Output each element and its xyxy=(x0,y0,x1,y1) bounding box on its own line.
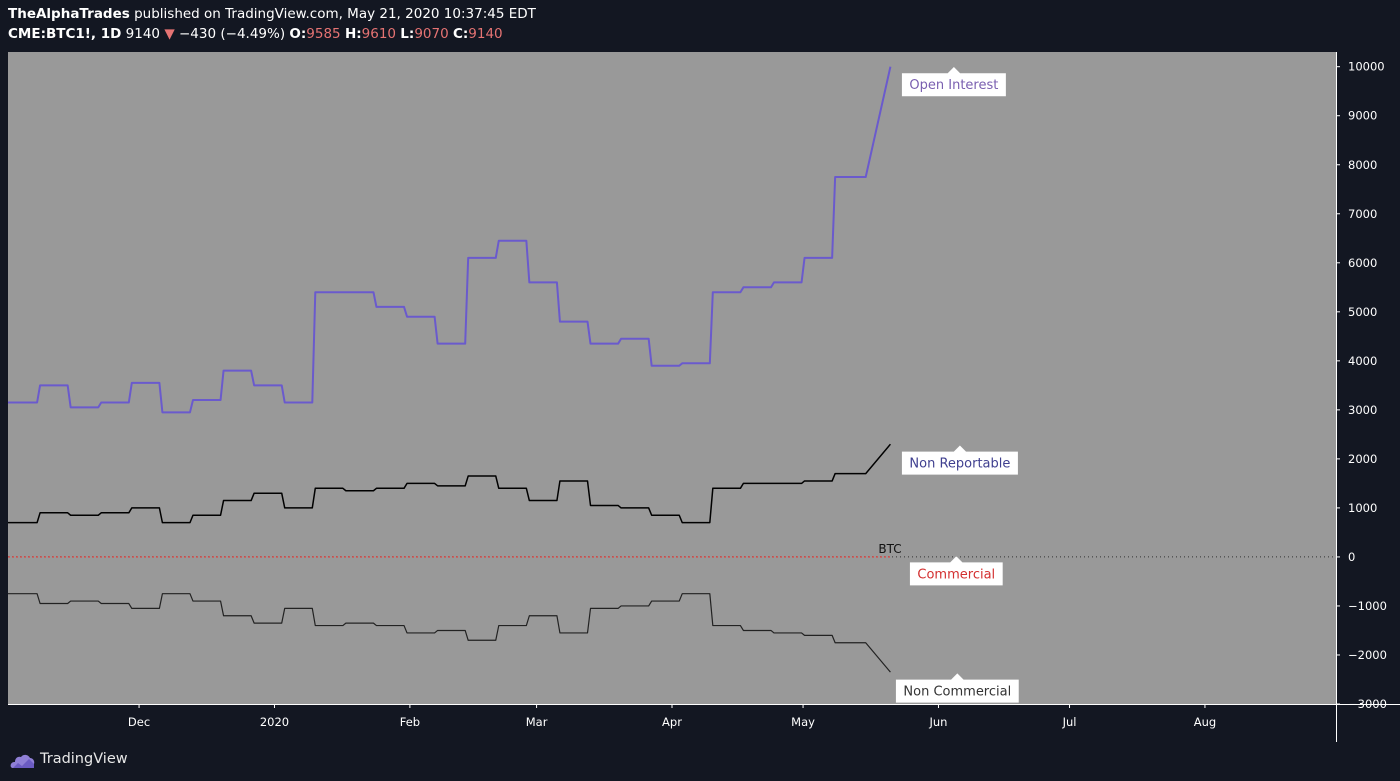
low-label: L: xyxy=(400,26,415,42)
plot-area[interactable] xyxy=(8,52,1336,704)
series-line-non-commercial xyxy=(8,593,891,673)
series-labels: Open Interest Non Reportable Commercial Non… xyxy=(895,66,1019,703)
open-label: O: xyxy=(289,26,307,42)
publish-info: TheAlphaTrades published on TradingView.… xyxy=(8,6,536,22)
chart-header: TheAlphaTrades published on TradingView.… xyxy=(0,0,1400,48)
label-non-reportable: Non Reportable xyxy=(901,445,1018,475)
y-tick-label: 1000 xyxy=(1348,501,1377,515)
y-tick-label: 6000 xyxy=(1348,256,1377,270)
close-label: C: xyxy=(452,26,469,42)
symbol-label[interactable]: CME:BTC1!, 1D xyxy=(8,26,122,42)
y-tick-label: 0 xyxy=(1348,550,1355,564)
cot-chart[interactable]: 1000090008000700060005000400030002000100… xyxy=(0,0,1400,742)
last-price: 9140 xyxy=(125,26,161,42)
y-tick-label: 3000 xyxy=(1348,403,1377,417)
y-tick-label: 9000 xyxy=(1348,109,1377,123)
y-tick-label: 7000 xyxy=(1348,207,1377,221)
label-text-non-reportable: Non Reportable xyxy=(909,457,1010,472)
series-layer xyxy=(8,66,892,673)
label-non-commercial: Non Commercial xyxy=(895,673,1019,703)
y-tick-label: 4000 xyxy=(1348,354,1377,368)
x-tick-label: Feb xyxy=(400,715,420,729)
x-tick-label: Jul xyxy=(1062,715,1077,729)
label-open-interest: Open Interest xyxy=(901,66,1006,97)
x-tick-label: May xyxy=(791,715,815,729)
published-text: published on TradingView.com, May 21, 20… xyxy=(129,6,536,22)
open-value: 9585 xyxy=(306,26,341,42)
y-tick-label: −3000 xyxy=(1348,697,1387,711)
x-tick-label: Aug xyxy=(1194,715,1216,729)
x-tick-label: Mar xyxy=(526,715,548,729)
label-box-non-commercial xyxy=(895,673,1019,703)
x-axis[interactable]: Dec 2020 Feb Mar Apr May Jun Jul Aug xyxy=(128,704,1216,729)
y-axis[interactable]: 1000090008000700060005000400030002000100… xyxy=(1336,60,1387,711)
publisher-name[interactable]: TheAlphaTrades xyxy=(8,6,130,22)
footer: TradingView xyxy=(0,742,1400,781)
close-value: 9140 xyxy=(468,26,503,42)
series-line-non-reportable xyxy=(8,443,891,524)
symbol-info: CME:BTC1!, 1D 9140 ▼ −430 (−4.49%) O:958… xyxy=(8,26,503,42)
y-tick-label: −2000 xyxy=(1348,648,1387,662)
tradingview-logo-icon[interactable] xyxy=(10,752,36,770)
y-tick-label: 2000 xyxy=(1348,452,1377,466)
high-label: H: xyxy=(344,26,362,42)
x-tick-label: Jun xyxy=(928,715,947,729)
change-down-icon: ▼ xyxy=(164,26,175,42)
price-change: −430 (−4.49%) xyxy=(179,26,286,42)
label-text-non-commercial: Non Commercial xyxy=(903,685,1011,700)
y-tick-label: 10000 xyxy=(1348,60,1385,74)
label-text-open-interest: Open Interest xyxy=(909,78,998,93)
annotations: BTC xyxy=(878,542,901,556)
label-box-commercial xyxy=(909,556,1003,586)
label-box-non-reportable xyxy=(901,445,1018,475)
y-tick-label: 5000 xyxy=(1348,305,1377,319)
label-commercial: Commercial xyxy=(909,556,1003,586)
x-tick-label: 2020 xyxy=(260,715,289,729)
y-tick-label: 8000 xyxy=(1348,158,1377,172)
tradingview-brand[interactable]: TradingView xyxy=(40,751,128,767)
series-line-open-interest xyxy=(8,66,892,414)
x-tick-label: Dec xyxy=(128,715,150,729)
annotation-btc: BTC xyxy=(878,542,901,556)
y-tick-label: −1000 xyxy=(1348,599,1387,613)
label-box-open-interest xyxy=(901,66,1006,97)
low-value: 9070 xyxy=(414,26,449,42)
x-tick-label: Apr xyxy=(662,715,682,729)
label-text-commercial: Commercial xyxy=(917,567,995,582)
high-value: 9610 xyxy=(361,26,396,42)
